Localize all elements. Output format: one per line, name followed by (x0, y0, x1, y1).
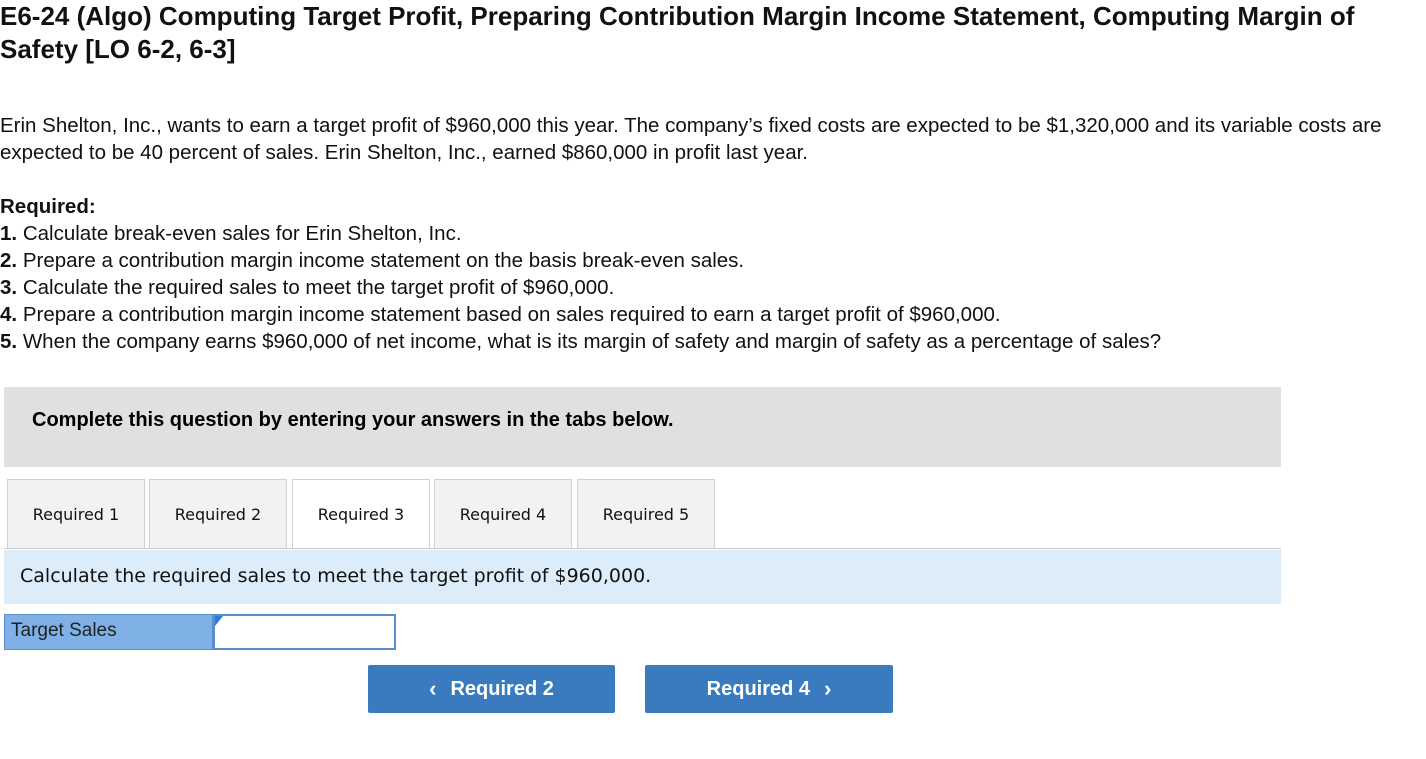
requirement-item: 3. Calculate the required sales to meet … (0, 274, 1420, 301)
prev-button-label: Required 2 (450, 677, 554, 700)
requirement-number: 5. (0, 330, 18, 353)
input-corner-marker-icon (215, 616, 223, 626)
requirement-text: When the company earns $960,000 of net i… (22, 330, 1162, 353)
requirement-text: Prepare a contribution margin income sta… (22, 303, 1001, 326)
answer-row: Target Sales (4, 614, 396, 650)
requirements-section: Required: 1. Calculate break-even sales … (0, 193, 1420, 355)
requirement-item: 1. Calculate break-even sales for Erin S… (0, 220, 1420, 247)
tab-instruction-panel: Calculate the required sales to meet the… (4, 550, 1281, 604)
chevron-left-icon: ‹ (429, 676, 437, 701)
tab-required-5[interactable]: Required 5 (577, 479, 715, 548)
tab-instruction-text: Calculate the required sales to meet the… (20, 565, 652, 587)
problem-intro: Erin Shelton, Inc., wants to earn a targ… (0, 114, 1382, 164)
problem-title: E6-24 (Algo) Computing Target Profit, Pr… (0, 1, 1355, 64)
requirement-item: 5. When the company earns $960,000 of ne… (0, 328, 1420, 355)
tab-required-4[interactable]: Required 4 (434, 479, 572, 548)
chevron-right-icon: › (824, 676, 832, 701)
requirement-text: Prepare a contribution margin income sta… (22, 249, 745, 272)
requirement-text: Calculate break-even sales for Erin Shel… (22, 222, 462, 245)
banner-text: Complete this question by entering your … (32, 409, 674, 431)
requirement-item: 2. Prepare a contribution margin income … (0, 247, 1420, 274)
next-button-label: Required 4 (706, 677, 811, 700)
requirement-number: 4. (0, 303, 18, 326)
requirement-item: 4. Prepare a contribution margin income … (0, 301, 1420, 328)
target-sales-input[interactable] (213, 614, 396, 650)
target-sales-label: Target Sales (4, 614, 213, 650)
tab-required-2[interactable]: Required 2 (149, 479, 287, 548)
requirement-number: 2. (0, 249, 18, 272)
instructions-banner: Complete this question by entering your … (4, 387, 1281, 467)
requirement-number: 3. (0, 276, 18, 299)
tab-required-1[interactable]: Required 1 (7, 479, 145, 548)
next-required-button[interactable]: Required 4 › (645, 665, 893, 713)
required-heading: Required: (0, 195, 96, 218)
tab-divider (4, 548, 1281, 549)
prev-required-button[interactable]: ‹ Required 2 (368, 665, 615, 713)
tab-required-3[interactable]: Required 3 (292, 479, 430, 549)
requirement-text: Calculate the required sales to meet the… (22, 276, 615, 299)
requirement-number: 1. (0, 222, 18, 245)
